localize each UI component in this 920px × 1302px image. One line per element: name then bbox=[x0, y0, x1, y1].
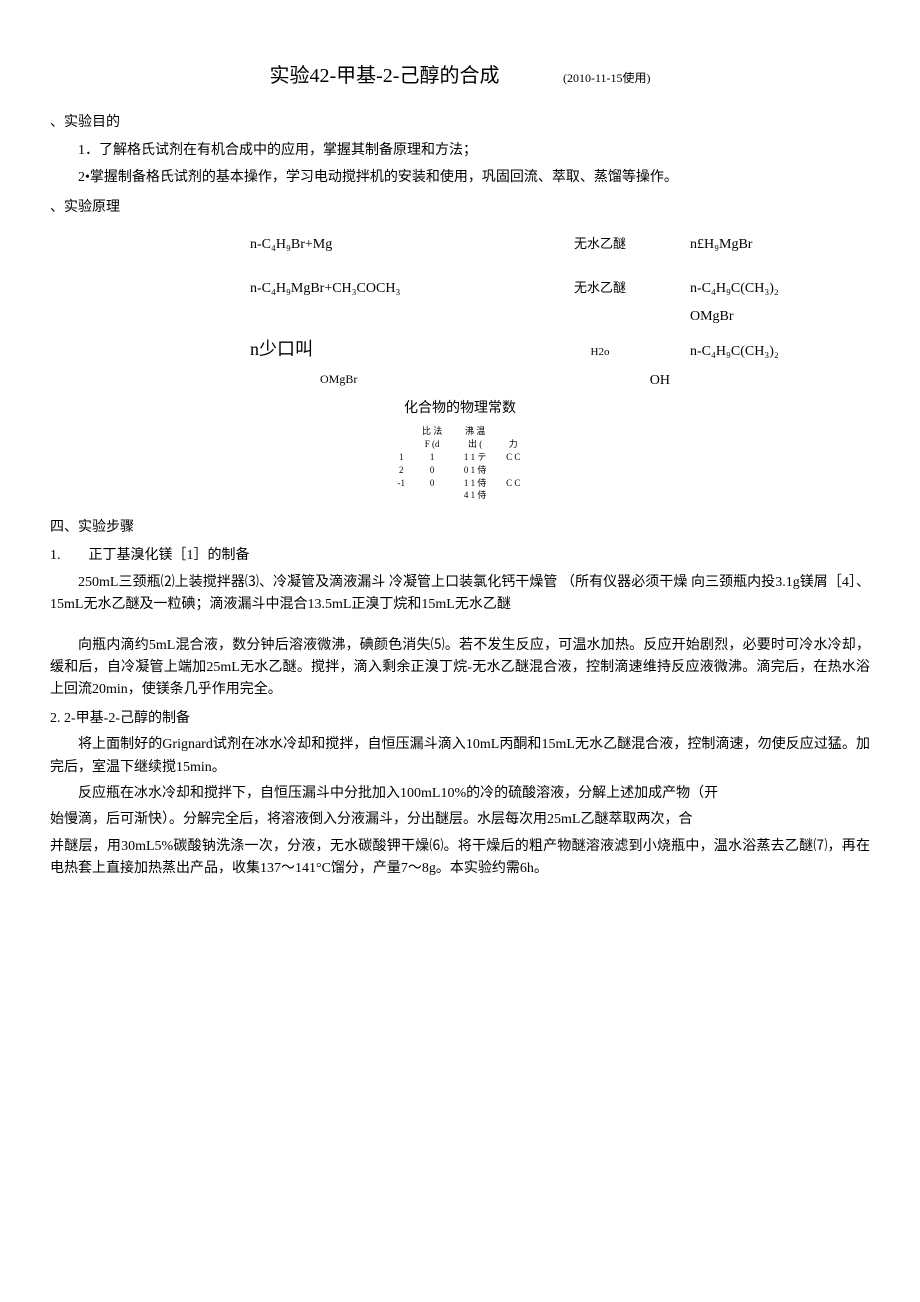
td-3-3 bbox=[498, 490, 528, 501]
rxn1-condition: 无水乙醚 bbox=[530, 234, 670, 255]
td-0-2: 1 1 テ bbox=[454, 452, 497, 463]
rxn1-right: n£H₉MgBr bbox=[670, 234, 752, 256]
td-0-3: C C bbox=[498, 452, 528, 463]
rxn3-below: OH bbox=[650, 370, 870, 392]
td-2-3: C C bbox=[498, 478, 528, 489]
sec1-item1: 1．了解格氏试剂在有机合成中的应用，掌握其制备原理和方法； bbox=[50, 140, 870, 162]
td-1-1: 0 bbox=[413, 465, 452, 476]
rxn1-left: n-C₄H₉Br+Mg bbox=[50, 234, 530, 256]
sth-3: 力 bbox=[498, 439, 528, 450]
section-1-head: 、实验目的 bbox=[50, 112, 870, 134]
constants-table: 比 法 沸 温 F (d 出 ( 力 1 1 1 1 テ C C 2 0 0 1… bbox=[390, 424, 530, 503]
td-1-3 bbox=[498, 465, 528, 476]
sth-1: F (d bbox=[413, 439, 452, 450]
td-3-0 bbox=[392, 490, 411, 501]
rxn2-left: n-C₄H₉MgBr+CH₃COCH₃ bbox=[50, 278, 530, 300]
step2-p3: 始慢滴，后可渐快）。分解完全后，将溶液倒入分液漏斗，分出醚层。水层每次用25mL… bbox=[50, 809, 870, 831]
td-1-2: 0 1 侍 bbox=[454, 465, 497, 476]
sth-2: 出 ( bbox=[454, 439, 497, 450]
rxn3-left-below: OMgBr bbox=[50, 370, 357, 392]
reaction-2: n-C₄H₉MgBr+CH₃COCH₃ 无水乙醚 n-C₄H₉C(CH₃)₂ bbox=[50, 278, 870, 300]
step2-head: 2. 2-甲基-2-己醇的制备 bbox=[50, 708, 870, 730]
reaction-3: n少口叫 H2o n-C₄H₉C(CH₃)₂ bbox=[50, 335, 870, 364]
title-row: 实验42-甲基-2-己醇的合成 (2010-11-15使用) bbox=[50, 60, 870, 92]
section-2-head: 、实验原理 bbox=[50, 197, 870, 219]
rxn2-right: n-C₄H₉C(CH₃)₂ bbox=[670, 278, 779, 300]
th-1: 比 法 bbox=[413, 426, 452, 437]
td-1-0: 2 bbox=[392, 465, 411, 476]
table-row: -1 0 1 1 侍 C C bbox=[392, 478, 528, 489]
step1-p1: 250mL三颈瓶⑵上装搅拌器⑶、冷凝管及滴液漏斗 冷凝管上口装氯化钙干燥管 （所… bbox=[50, 572, 870, 617]
sth-0 bbox=[392, 439, 411, 450]
table-row: 2 0 0 1 侍 bbox=[392, 465, 528, 476]
step2-p1: 将上面制好的Grignard试剂在冰水冷却和搅拌，自恒压漏斗滴入10mL丙酮和1… bbox=[50, 734, 870, 779]
td-2-2: 1 1 侍 bbox=[454, 478, 497, 489]
td-0-0: 1 bbox=[392, 452, 411, 463]
td-2-0: -1 bbox=[392, 478, 411, 489]
th-0 bbox=[392, 426, 411, 437]
td-2-1: 0 bbox=[413, 478, 452, 489]
reaction-block: n-C₄H₉Br+Mg 无水乙醚 n£H₉MgBr n-C₄H₉MgBr+CH₃… bbox=[50, 234, 870, 392]
table-title: 化合物的物理常数 bbox=[50, 398, 870, 420]
step2-p4: 并醚层，用30mL5%碳酸钠洗涤一次，分液，无水碳酸钾干燥⑹。将干燥后的粗产物醚… bbox=[50, 836, 870, 881]
td-0-1: 1 bbox=[413, 452, 452, 463]
table-row: 1 1 1 1 テ C C bbox=[392, 452, 528, 463]
rxn2-below: OMgBr bbox=[50, 306, 870, 328]
th-2: 沸 温 bbox=[454, 426, 497, 437]
title-meta: (2010-11-15使用) bbox=[563, 71, 651, 85]
step1-head: 1. 正丁基溴化镁［1］的制备 bbox=[50, 545, 870, 567]
page-title: 实验42-甲基-2-己醇的合成 bbox=[269, 60, 499, 92]
rxn3-right: n-C₄H₉C(CH₃)₂ bbox=[670, 341, 779, 363]
reaction-1: n-C₄H₉Br+Mg 无水乙醚 n£H₉MgBr bbox=[50, 234, 870, 256]
step2-p2: 反应瓶在冰水冷却和搅拌下，自恒压漏斗中分批加入100mL10%的冷的硫酸溶液，分… bbox=[50, 783, 870, 805]
table-row: 4 1 侍 bbox=[392, 490, 528, 501]
td-3-2: 4 1 侍 bbox=[454, 490, 497, 501]
section-4-head: 四、实验步骤 bbox=[50, 517, 870, 539]
rxn2-condition: 无水乙醚 bbox=[530, 278, 670, 299]
rxn3-condition: H2o bbox=[530, 344, 670, 362]
table-header-row: 比 法 沸 温 bbox=[392, 426, 528, 437]
sec1-item2: 2•掌握制备格氏试剂的基本操作，学习电动搅拌机的安装和使用，巩固回流、萃取、蒸馏… bbox=[50, 167, 870, 189]
table-subheader-row: F (d 出 ( 力 bbox=[392, 439, 528, 450]
step1-p2: 向瓶内滴约5mL混合液，数分钟后溶液微沸，碘颜色消失⑸。若不发生反应，可温水加热… bbox=[50, 635, 870, 702]
rxn3-left: n少口叫 bbox=[50, 335, 530, 364]
td-3-1 bbox=[413, 490, 452, 501]
